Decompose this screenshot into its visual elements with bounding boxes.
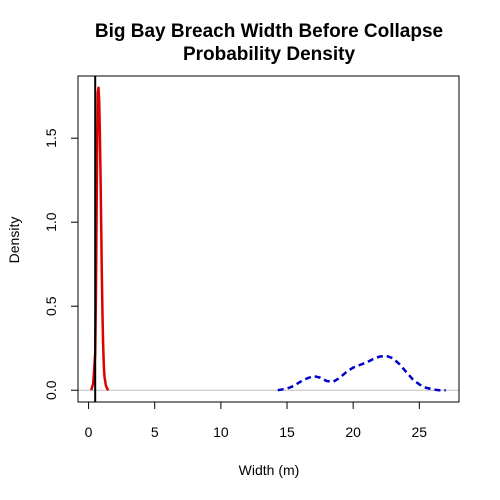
x-axis: 0 5 10 15 20 25 (85, 401, 428, 440)
x-tick-label: 15 (279, 424, 295, 440)
x-axis-label: Width (m) (239, 462, 300, 478)
chart-title-line-2: Probability Density (183, 44, 356, 65)
x-tick-label: 5 (151, 424, 159, 440)
y-tick-label: 1.0 (43, 212, 59, 232)
chart-title-line-1: Big Bay Breach Width Before Collapse (95, 21, 443, 42)
plot-frame (77, 75, 460, 403)
x-tick-label: 0 (85, 424, 93, 440)
x-tick-label: 25 (412, 424, 428, 440)
dashed-density-curve (277, 354, 446, 392)
y-axis-label: Density (6, 217, 22, 264)
x-tick-label: 20 (345, 424, 361, 440)
solid-density-curve (90, 86, 110, 391)
y-tick-label: 0.0 (43, 380, 59, 400)
y-tick-label: 1.5 (43, 128, 59, 148)
y-tick-label: 0.5 (43, 296, 59, 316)
plot-area (78, 76, 459, 402)
y-axis: 0.0 0.5 1.0 1.5 (43, 128, 79, 400)
x-tick-label: 10 (213, 424, 229, 440)
